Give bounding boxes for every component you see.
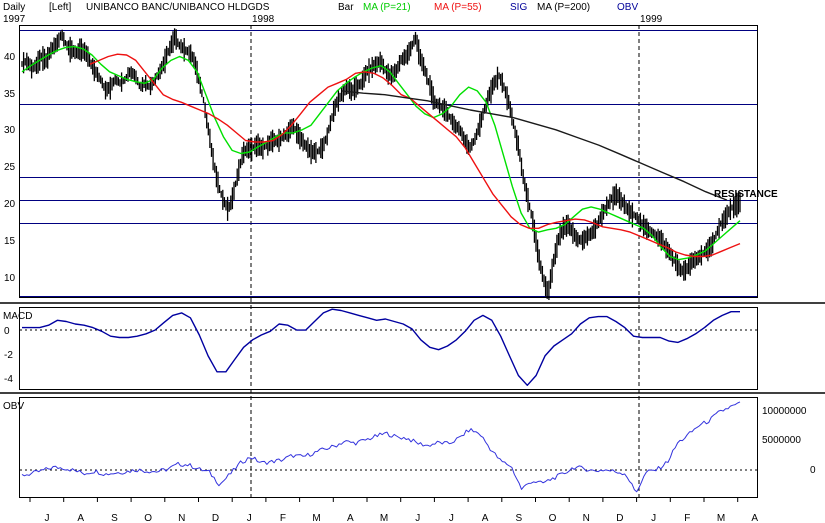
month-label: S [111,513,118,523]
macd-line [22,308,740,386]
price-tick-label: 40 [4,52,16,63]
month-label: S [515,513,522,523]
price-tick-label: 25 [4,162,16,173]
month-label: M [312,513,320,523]
month-label: N [583,513,590,523]
month-label: M [380,513,388,523]
month-label: A [482,513,489,523]
macd-panel-title: MACD [3,311,32,322]
macd-tick-label: 0 [4,326,10,337]
month-label: M [717,513,725,523]
month-label: J [415,513,420,523]
price-bars [21,28,741,300]
macd-tick-label: -4 [4,374,13,385]
chart-title: UNIBANCO BANC/UNIBANCO HLDGDS [86,2,270,13]
resistance-annotation: RESISTANCE [714,189,778,200]
month-label: J [651,513,656,523]
period-label: Daily [3,2,25,13]
month-label: D [616,513,623,523]
year-label-1999: 1999 [640,14,663,25]
obv-line-group [21,401,741,493]
moving-average-line [21,45,741,261]
x-axis-ticks [29,497,739,502]
legend-bar: Bar [338,2,354,13]
price-tick-label: 30 [4,125,16,136]
legend-sig: SIG [510,2,527,13]
obv-tick-label: 0 [810,465,816,476]
legend-obv: OBV [617,2,638,13]
moving-average-line [89,53,741,258]
month-label: F [280,513,286,523]
year-label-1998: 1998 [252,14,275,25]
month-label: J [45,513,50,523]
month-label: O [549,513,557,523]
legend-ma200: MA (P=200) [537,2,590,13]
obv-line [21,401,741,493]
scale-side-label: [Left] [49,2,71,13]
price-moving-averages [21,45,741,261]
legend-ma21: MA (P=21) [363,2,411,13]
price-tick-label: 10 [4,273,16,284]
month-label: A [77,513,84,523]
month-label: J [247,513,252,523]
macd-line-group [22,308,740,386]
price-tick-label: 35 [4,89,16,100]
obv-tick-label: 10000000 [762,406,807,417]
month-label: O [144,513,152,523]
obv-tick-label: 5000000 [762,435,801,446]
obv-panel-title: OBV [3,401,24,412]
month-label: D [212,513,219,523]
macd-tick-label: -2 [4,350,13,361]
month-label: J [449,513,454,523]
price-tick-label: 20 [4,199,16,210]
year-label-1997: 1997 [3,14,26,25]
month-label: A [751,513,758,523]
macd-panel-frame [19,307,758,390]
month-label: N [178,513,185,523]
price-panel-frame [19,25,758,298]
price-horizontal-lines [20,30,757,297]
month-label: A [347,513,354,523]
price-tick-label: 15 [4,236,16,247]
legend-ma55: MA (P=55) [434,2,482,13]
obv-panel-frame [19,397,758,498]
month-label: F [684,513,690,523]
moving-average-line [341,90,728,201]
